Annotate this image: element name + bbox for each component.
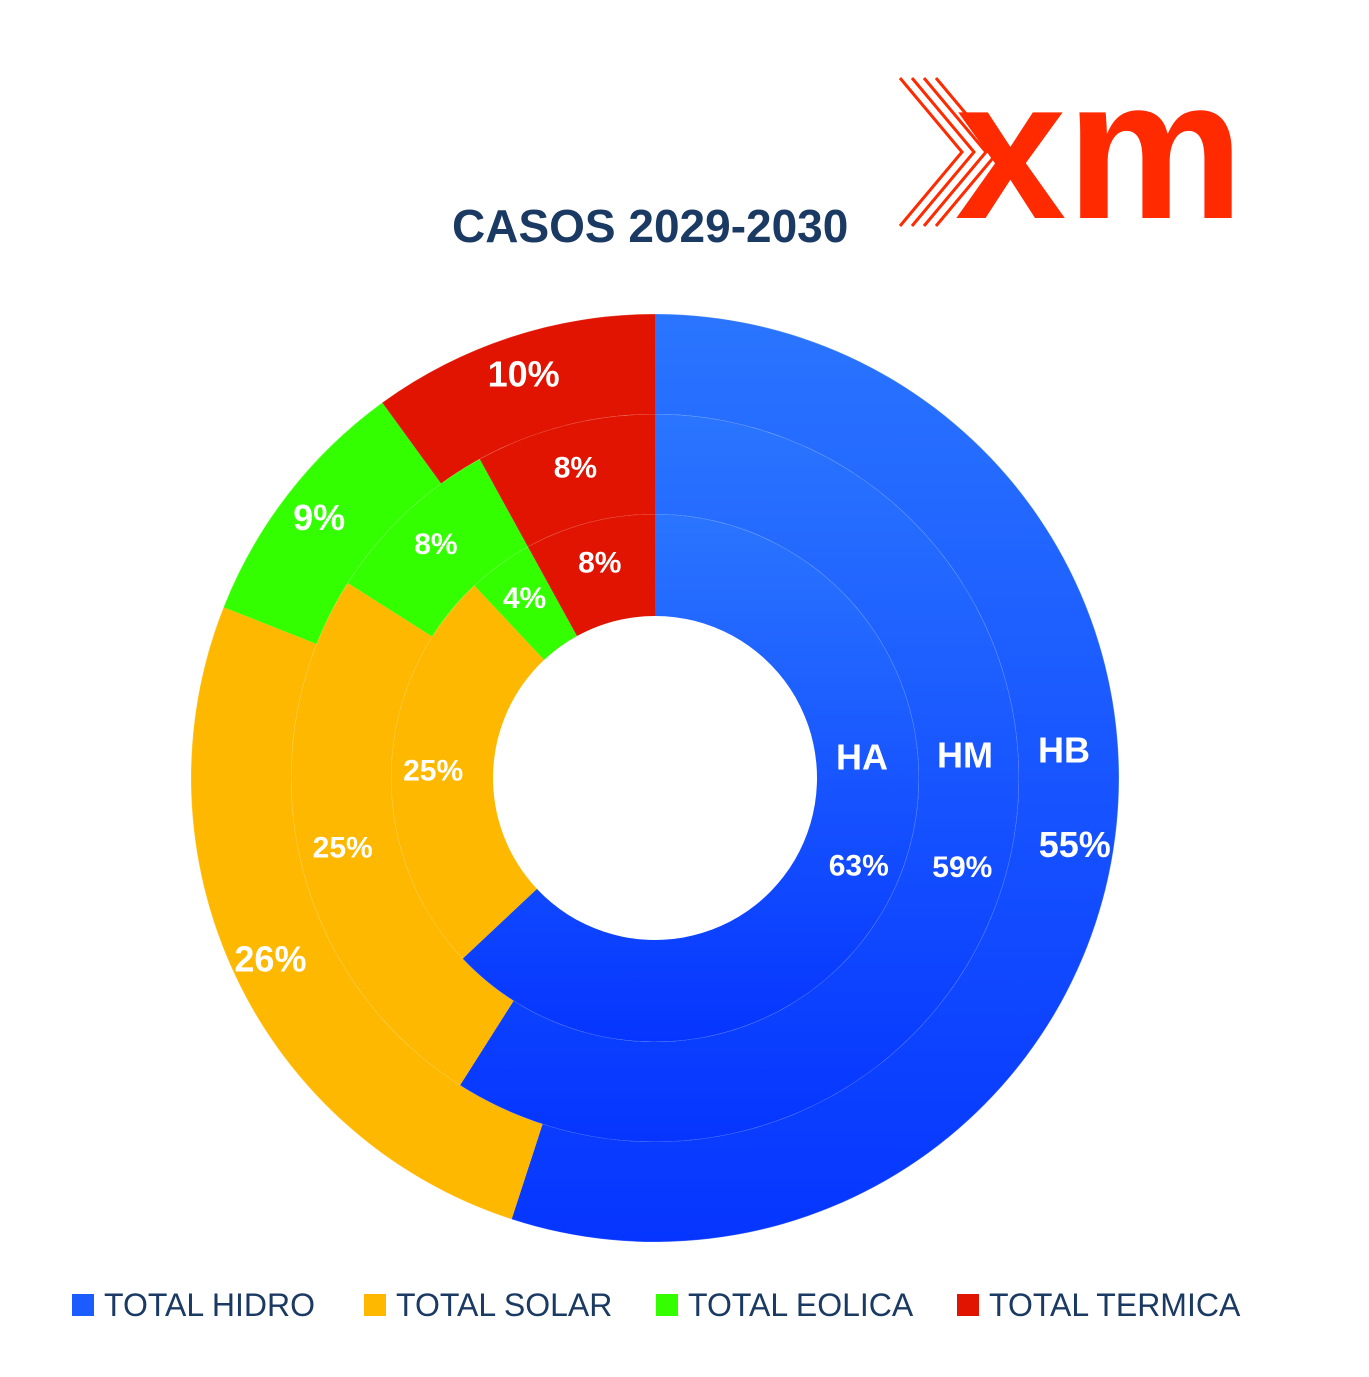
- slice-hb-termica: [382, 314, 655, 484]
- data-label-hm-solar: 25%: [313, 831, 373, 864]
- donut-chart: [190, 313, 1120, 1243]
- slice-ha-hidro: [462, 514, 919, 1042]
- slice-ha-solar: [391, 585, 545, 959]
- data-label-ha-eolica: 4%: [503, 582, 546, 615]
- legend-label-termica: TOTAL TERMICA: [989, 1287, 1241, 1323]
- slice-hb-solar: [190, 607, 543, 1220]
- ring-separator-hb: [190, 313, 1120, 1243]
- slice-ha-eolica: [474, 546, 577, 660]
- slice-hb-eolica: [223, 402, 442, 645]
- slice-hm-solar: [291, 582, 514, 1086]
- ring-name-ha: HA: [836, 737, 888, 778]
- data-label-hm-termica: 8%: [554, 452, 597, 485]
- donut-labels: 63% 25% 4% 8% HA 59% 25% 8% 8% HM 55% 26% 9% 10% HB: [234, 353, 1110, 979]
- legend: TOTAL HIDRO TOTAL SOLAR TOTAL EOLICA TOTAL …: [72, 1287, 1241, 1323]
- data-label-hb-solar: 26%: [234, 938, 306, 979]
- xm-logo: xm: [898, 38, 1244, 261]
- logo-chevron-lines: [898, 77, 1000, 227]
- data-label-hm-eolica: 8%: [414, 528, 457, 561]
- ring-name-hm: HM: [937, 735, 993, 776]
- logo-text: xm: [955, 38, 1244, 261]
- slice-hm-termica: [479, 414, 655, 547]
- legend-label-hidro: TOTAL HIDRO: [104, 1287, 315, 1323]
- data-label-hb-termica: 10%: [488, 353, 560, 394]
- legend-label-eolica: TOTAL EOLICA: [688, 1287, 914, 1323]
- legend-swatch-eolica: [656, 1294, 678, 1316]
- slice-ha-termica: [527, 514, 655, 637]
- data-label-ha-solar: 25%: [403, 755, 463, 788]
- legend-label-solar: TOTAL SOLAR: [396, 1287, 612, 1323]
- ring-name-hb: HB: [1038, 730, 1090, 771]
- slice-hm-eolica: [347, 459, 528, 637]
- data-label-ha-termica: 8%: [578, 546, 621, 579]
- data-label-hm-hidro: 59%: [932, 851, 992, 884]
- slice-hm-hidro: [459, 414, 1019, 1142]
- legend-swatch-termica: [957, 1294, 979, 1316]
- data-label-hb-eolica: 9%: [293, 497, 345, 538]
- data-label-hb-hidro: 55%: [1039, 824, 1111, 865]
- data-label-ha-hidro: 63%: [829, 850, 889, 883]
- legend-swatch-hidro: [72, 1294, 94, 1316]
- chart-title: CASOS 2029-2030: [452, 200, 848, 252]
- legend-swatch-solar: [364, 1294, 386, 1316]
- slice-hb-hidro: [511, 314, 1120, 1243]
